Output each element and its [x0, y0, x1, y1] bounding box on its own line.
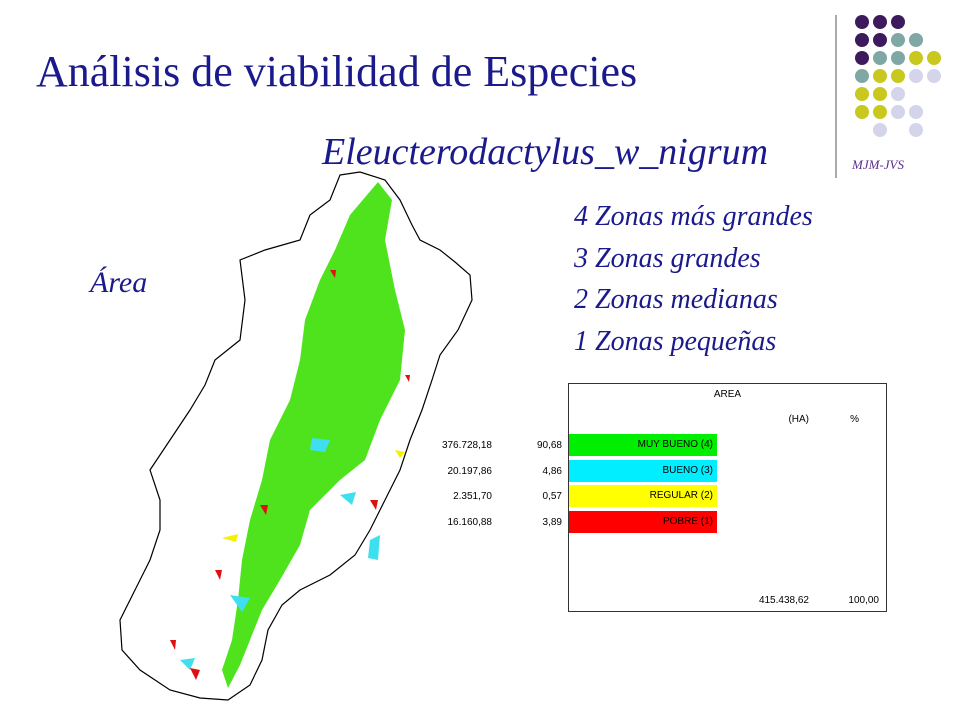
logo-dot — [891, 69, 905, 83]
logo-dot — [873, 69, 887, 83]
logo-dot — [927, 69, 941, 83]
zone-item: 1 Zonas pequeñas — [574, 325, 777, 357]
logo-text: MJM-JVS — [852, 157, 904, 172]
logo-dot — [927, 51, 941, 65]
row-label: POBRE (1) — [569, 511, 717, 534]
area-cell: 376.728,18 — [441, 440, 492, 451]
logo-dot — [873, 15, 887, 29]
logo-dot — [909, 33, 923, 47]
logo-dot — [855, 51, 869, 65]
percent-cell: 0,57 — [542, 491, 562, 503]
percent-cell: 90,68 — [536, 440, 562, 451]
logo-dot — [855, 15, 869, 29]
zone-green — [222, 182, 405, 688]
percent-cell: 3,89 — [542, 517, 562, 529]
area-cell: 16.160,88 — [447, 517, 493, 529]
logo-dot — [909, 105, 923, 119]
column-header: (HA) — [788, 414, 809, 425]
title: Análisis de viabilidad de Especies — [36, 47, 638, 96]
logo-dot — [873, 51, 887, 65]
logo-dot — [891, 15, 905, 29]
percent-cell: 4,86 — [542, 465, 562, 477]
row-label: BUENO (3) — [569, 459, 717, 482]
logo-dot — [909, 51, 923, 65]
zone-list: 4 Zonas más grandes 3 Zonas grandes 2 Zo… — [574, 196, 813, 362]
logo-dot — [855, 33, 869, 47]
logo-dot — [891, 87, 905, 101]
map-label: Área — [90, 266, 148, 299]
total-cell: 415.438,62 — [758, 595, 809, 606]
total-cell: 100,00 — [848, 595, 879, 606]
subtitle: Eleucterodactylus_w_nigrum — [322, 131, 769, 173]
zone-item: 3 Zonas grandes — [574, 242, 761, 274]
zone-item: 4 Zonas más grandes — [574, 201, 813, 232]
logo-dot — [855, 87, 869, 101]
logo-dot — [891, 51, 905, 65]
area-cell: 2.351,70 — [453, 491, 492, 503]
column-header: % — [850, 414, 859, 425]
table-title: AREA — [713, 389, 742, 400]
logo-dot — [873, 33, 887, 47]
row-label: MUY BUENO (4) — [569, 434, 717, 456]
logo-dot — [891, 105, 905, 119]
logo-dot — [909, 123, 923, 137]
logo-dot — [873, 123, 887, 137]
logo-dots — [855, 15, 941, 137]
logo-dot — [909, 69, 923, 83]
logo-dot — [855, 69, 869, 83]
area-table: AREA (HA) % MUY BUENO (4) 376.728,18 90,68… — [442, 383, 887, 612]
logo-dot — [891, 33, 905, 47]
logo-dot — [873, 105, 887, 119]
area-cell: 20.197,86 — [447, 465, 493, 477]
logo-dot — [855, 105, 869, 119]
logo-dot — [873, 87, 887, 101]
row-label: REGULAR (2) — [569, 485, 717, 508]
zone-item: 2 Zonas medianas — [574, 284, 778, 315]
